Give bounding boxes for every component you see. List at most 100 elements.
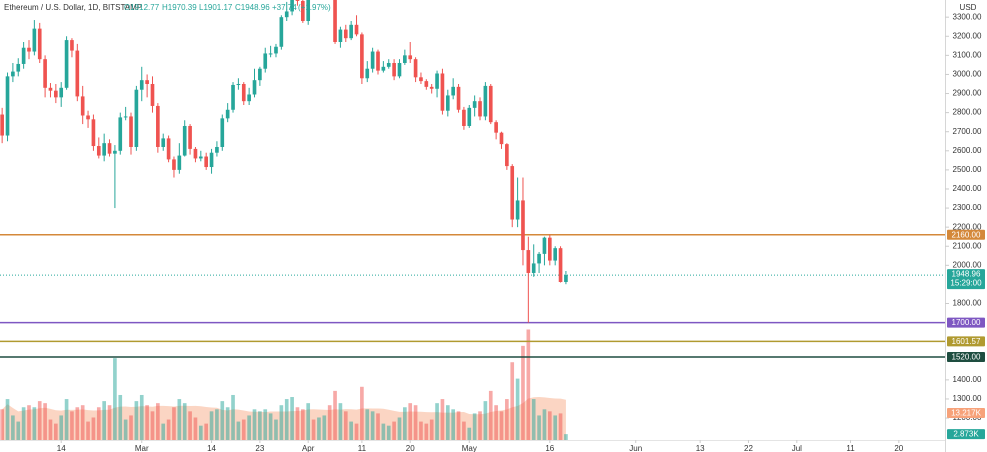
- candle-body: [564, 275, 568, 282]
- candle-body: [424, 81, 429, 87]
- y-tick-label: 2600.00: [953, 146, 982, 155]
- axes: 3300.00 3200.00 3100.00 3000.00 2900.00 2800.…: [57, 12, 985, 452]
- volume-bar: [537, 415, 541, 440]
- candle-body: [542, 237, 547, 254]
- countdown-label: 15:29:00: [950, 279, 982, 288]
- candle-body: [505, 144, 509, 167]
- volume-bar: [338, 403, 343, 440]
- y-tick-label: 1800.00: [953, 299, 982, 308]
- y-tick-label: 3100.00: [953, 50, 982, 59]
- candle-body: [553, 248, 558, 261]
- volume-bar: [354, 423, 359, 440]
- volume-bar: [145, 405, 149, 440]
- candle-body: [91, 119, 96, 147]
- x-tick-label: Jun: [629, 444, 642, 452]
- x-tick-label: 14: [207, 444, 216, 452]
- x-tick-label: 14: [57, 444, 66, 452]
- candle-body: [526, 250, 531, 273]
- volume-bar: [80, 405, 85, 440]
- candle-body: [333, 0, 337, 42]
- y-tick-label: 2300.00: [953, 203, 982, 212]
- candle-body: [478, 101, 482, 117]
- x-tick-label: 23: [255, 444, 264, 452]
- volume-bar: [156, 403, 160, 440]
- volume-bar: [27, 405, 31, 440]
- volume-bar: [198, 425, 203, 440]
- volume-bar: [488, 390, 493, 440]
- volume-bar: [451, 409, 455, 440]
- volume-bar: [204, 423, 209, 440]
- volume-bar: [0, 409, 4, 440]
- volume-bar: [553, 415, 558, 440]
- volume-bar: [424, 423, 429, 440]
- volume-bar: [161, 423, 166, 440]
- volume-bar: [54, 423, 58, 440]
- y-tick-label: 2100.00: [953, 241, 982, 250]
- volume-bar: [333, 390, 337, 440]
- candle-body: [338, 29, 343, 42]
- volume-bar: [150, 411, 155, 440]
- candle-body: [354, 24, 359, 35]
- x-tick-label: 20: [894, 444, 903, 452]
- candle-body: [129, 116, 133, 147]
- x-tick-label: Apr: [302, 444, 315, 452]
- candle-body: [537, 253, 541, 264]
- candle-body: [349, 24, 353, 39]
- quote-open: O1912.77: [124, 3, 160, 12]
- candle-body: [241, 83, 246, 102]
- candle-body: [252, 80, 257, 95]
- candle-body: [70, 40, 74, 51]
- candle-body: [32, 28, 37, 52]
- x-tick-label: 11: [846, 444, 855, 452]
- price-line-box: [947, 351, 985, 362]
- price-line-label: 2160.00: [952, 230, 981, 239]
- x-tick-label: 22: [744, 444, 753, 452]
- candle-body: [499, 132, 504, 145]
- volume-bar: [397, 417, 402, 440]
- plot-area: [0, 0, 945, 440]
- candle-body: [220, 118, 225, 147]
- candle-body: [413, 59, 418, 78]
- last-price-box: [947, 269, 985, 290]
- volume-bar: [70, 411, 74, 440]
- candle-body: [467, 107, 472, 126]
- volume-bar: [558, 413, 563, 440]
- candle-body: [376, 51, 380, 71]
- candle-body: [225, 109, 230, 119]
- volume-bar: [349, 421, 353, 440]
- volume-bar: [59, 415, 64, 440]
- y-tick-label: 2400.00: [953, 184, 982, 193]
- last-price-label: 1948.96: [952, 270, 981, 279]
- candle-body: [360, 34, 364, 79]
- y-tick-label: 3200.00: [953, 31, 982, 40]
- candle-body: [231, 84, 235, 110]
- candle-body: [440, 73, 445, 111]
- y-tick-label: 3300.00: [953, 12, 982, 21]
- volume-bar: [419, 421, 423, 440]
- volume-bar: [231, 394, 235, 440]
- volume-last-box: [947, 429, 985, 440]
- volume-bar: [564, 434, 568, 440]
- candle-body: [215, 146, 219, 153]
- volume-bar: [268, 413, 273, 440]
- volume-bar: [306, 403, 311, 440]
- volume-bar: [343, 411, 348, 440]
- quote-change-pct: (+1.97%): [298, 3, 331, 12]
- candle-body: [306, 0, 311, 21]
- volume-bar: [91, 417, 96, 440]
- volume-bar: [478, 411, 482, 440]
- x-tick-label: 16: [545, 444, 554, 452]
- volume-bar: [322, 415, 327, 440]
- x-tick-label: Jul: [792, 444, 802, 452]
- x-tick-label: 11: [358, 444, 367, 452]
- volume-bar: [311, 419, 316, 440]
- currency: USD: [960, 3, 977, 12]
- volume-bar: [435, 403, 439, 440]
- chart-title: Ethereum / U.S. Dollar, 1D, BITSTAMP: [4, 3, 142, 12]
- y-tick-label: 1300.00: [953, 394, 982, 403]
- candle-body: [118, 117, 123, 151]
- candle-body: [268, 53, 273, 55]
- volume-bar: [381, 423, 386, 440]
- candle-body: [435, 73, 439, 89]
